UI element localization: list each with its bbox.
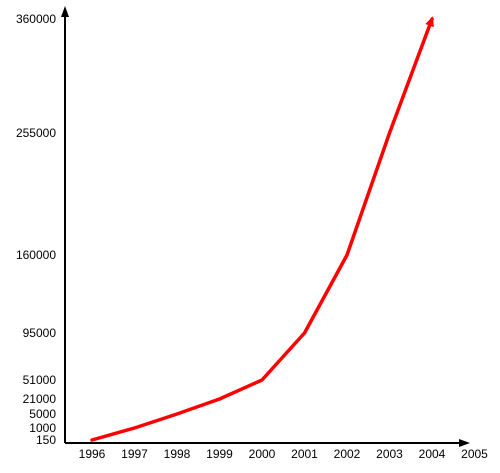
y-tick-label: 95000	[23, 326, 57, 340]
x-tick-label: 2000	[249, 447, 276, 461]
x-tick-label: 2005	[461, 447, 488, 461]
x-tick-label: 2001	[291, 447, 318, 461]
series-line	[90, 17, 434, 442]
series-arrow-head	[425, 16, 434, 28]
y-tick-label: 255000	[16, 126, 56, 140]
y-axis-arrow	[61, 6, 69, 17]
x-tick-label: 2002	[334, 447, 361, 461]
x-tick-group: 1996 1997 1998 1999 2000 2001 2002 2003 2004 2005	[79, 447, 489, 461]
y-tick-label: 360000	[16, 12, 56, 26]
x-tick-label: 2004	[419, 447, 446, 461]
x-tick-label: 1996	[79, 447, 106, 461]
x-tick-label: 1998	[164, 447, 191, 461]
y-tick-label: 21000	[23, 392, 57, 406]
y-tick-label: 150	[36, 433, 56, 447]
y-tick-label: 160000	[16, 248, 56, 262]
x-tick-label: 1999	[206, 447, 233, 461]
y-tick-label: 5000	[29, 407, 56, 421]
y-tick-label: 1000	[29, 421, 56, 435]
x-axis-arrow	[459, 439, 470, 447]
x-tick-label: 1997	[121, 447, 148, 461]
y-tick-label: 51000	[23, 373, 57, 387]
x-tick-label: 2003	[376, 447, 403, 461]
